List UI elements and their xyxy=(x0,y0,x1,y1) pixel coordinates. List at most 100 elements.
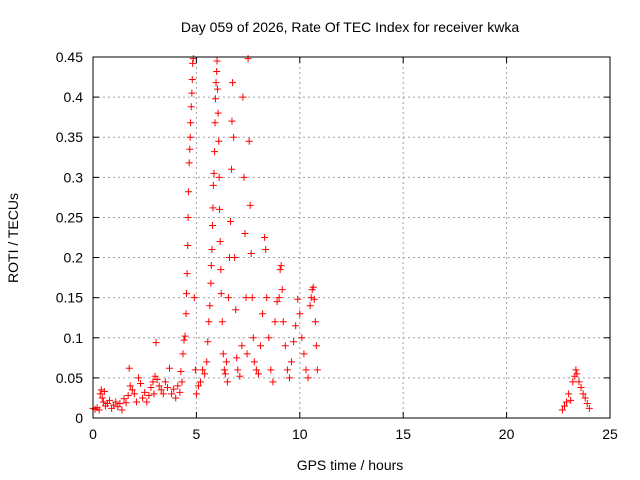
y-tick-label: 0.2 xyxy=(64,250,84,266)
data-point xyxy=(281,342,289,350)
data-point xyxy=(247,250,255,258)
data-point xyxy=(558,406,566,414)
data-point xyxy=(163,384,171,392)
data-point xyxy=(249,334,257,342)
y-tick-label: 0.05 xyxy=(56,370,83,386)
data-point xyxy=(214,109,222,117)
data-point xyxy=(207,279,215,287)
data-point xyxy=(211,95,219,103)
data-point xyxy=(579,390,587,398)
data-point xyxy=(208,246,216,254)
data-point xyxy=(242,294,250,302)
data-point xyxy=(182,310,190,318)
data-point xyxy=(290,338,298,346)
data-point xyxy=(296,310,304,318)
data-point xyxy=(118,406,126,414)
data-point xyxy=(132,398,140,406)
data-point xyxy=(207,262,215,270)
data-point xyxy=(241,229,249,237)
data-point xyxy=(124,392,132,400)
data-point xyxy=(271,318,279,326)
data-point xyxy=(294,295,302,303)
data-point xyxy=(307,294,315,302)
data-point xyxy=(159,390,167,398)
data-point xyxy=(292,322,300,330)
data-point xyxy=(581,394,589,402)
data-points xyxy=(89,55,593,414)
data-point xyxy=(228,117,236,125)
data-point xyxy=(215,137,223,145)
y-tick-label: 0.35 xyxy=(56,129,83,145)
data-point xyxy=(153,375,161,383)
x-tick-label: 15 xyxy=(395,426,411,442)
data-point xyxy=(219,350,227,358)
data-point xyxy=(182,290,190,298)
data-point xyxy=(152,339,160,347)
data-point xyxy=(224,294,232,302)
data-point xyxy=(248,294,256,302)
data-point xyxy=(192,390,200,398)
data-point xyxy=(106,396,114,404)
data-point xyxy=(197,378,205,386)
data-point xyxy=(100,388,108,396)
data-point xyxy=(212,79,220,87)
y-tick-label: 0.3 xyxy=(64,169,84,185)
data-point xyxy=(209,204,217,212)
data-point xyxy=(206,302,214,310)
data-point xyxy=(306,302,314,310)
data-point xyxy=(229,79,237,87)
data-point xyxy=(211,148,219,156)
data-point xyxy=(128,386,136,394)
data-point xyxy=(220,366,228,374)
data-point xyxy=(240,173,248,181)
data-point xyxy=(278,286,286,294)
data-point xyxy=(155,382,163,390)
data-point xyxy=(120,395,128,403)
data-point xyxy=(313,366,321,374)
data-point xyxy=(311,318,319,326)
data-point xyxy=(273,298,281,306)
data-point xyxy=(254,370,262,378)
data-point xyxy=(228,165,236,173)
data-point xyxy=(205,318,213,326)
data-point xyxy=(577,384,585,392)
data-point xyxy=(184,242,192,250)
data-point xyxy=(310,295,318,303)
data-point xyxy=(122,399,130,407)
data-point xyxy=(203,358,211,366)
data-point xyxy=(188,75,196,83)
axes xyxy=(92,56,611,419)
data-point xyxy=(172,394,180,402)
data-point xyxy=(187,119,195,127)
data-point xyxy=(565,390,573,398)
data-point xyxy=(265,334,273,342)
data-point xyxy=(185,188,193,196)
data-point xyxy=(189,55,197,63)
data-point xyxy=(186,145,194,153)
data-point xyxy=(304,374,312,382)
data-point xyxy=(312,342,320,350)
data-point xyxy=(300,350,308,358)
x-tick-label: 20 xyxy=(499,426,515,442)
data-point xyxy=(176,388,184,396)
data-point xyxy=(217,290,225,298)
data-point xyxy=(211,119,219,127)
data-point xyxy=(302,366,310,374)
data-point xyxy=(213,67,221,75)
data-point xyxy=(231,254,239,262)
data-point xyxy=(257,342,265,350)
data-point xyxy=(216,205,224,213)
data-point xyxy=(95,406,103,414)
data-point xyxy=(563,398,571,406)
data-point xyxy=(222,358,230,366)
data-point xyxy=(145,392,153,400)
data-point xyxy=(583,400,591,408)
data-point xyxy=(309,283,317,291)
data-point xyxy=(276,266,284,274)
data-point xyxy=(243,350,251,358)
data-point xyxy=(269,378,277,386)
data-point xyxy=(187,103,195,111)
data-point xyxy=(149,378,157,386)
data-point xyxy=(168,390,176,398)
data-point xyxy=(126,382,134,390)
